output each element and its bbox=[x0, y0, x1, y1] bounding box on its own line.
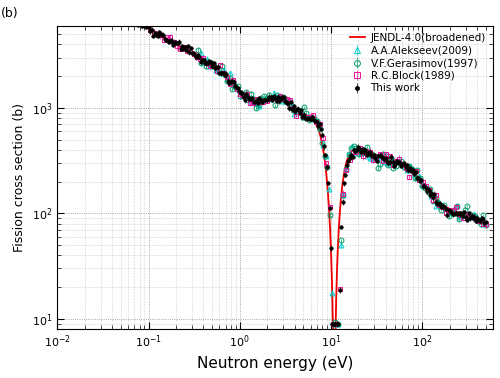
Text: (b): (b) bbox=[0, 7, 18, 20]
Legend: JENDL-4.0(broadened), A.A.Alekseev(2009), V.F.Gerasimov(1997), R.C.Block(1989), : JENDL-4.0(broadened), A.A.Alekseev(2009)… bbox=[348, 31, 488, 96]
JENDL-4.0(broadened) bbox=[392, 158, 398, 162]
JENDL-4.0(broadened) bbox=[262, 99, 268, 103]
JENDL-4.0(broadened) bbox=[483, 221, 489, 226]
JENDL-4.0(broadened) bbox=[470, 215, 476, 220]
JENDL-4.0(broadened) bbox=[252, 99, 258, 103]
Y-axis label: Fission cross section (b): Fission cross section (b) bbox=[14, 103, 26, 252]
X-axis label: Neutron energy (eV): Neutron energy (eV) bbox=[197, 356, 354, 371]
JENDL-4.0(broadened) bbox=[470, 215, 476, 220]
Line: JENDL-4.0(broadened): JENDL-4.0(broadened) bbox=[58, 0, 486, 335]
JENDL-4.0(broadened) bbox=[330, 333, 336, 338]
